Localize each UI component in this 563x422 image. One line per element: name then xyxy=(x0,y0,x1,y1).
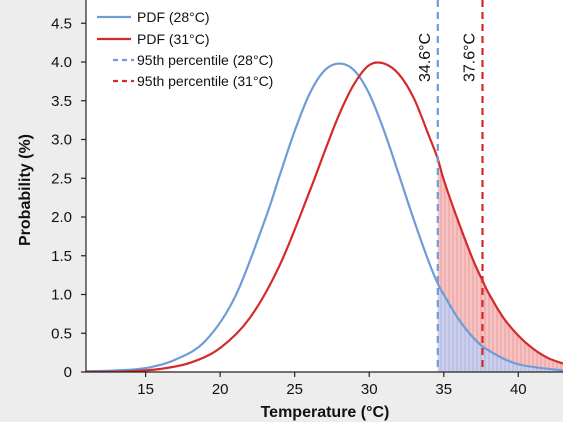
fill-area-28 xyxy=(437,283,563,372)
legend-label-pdf-28: PDF (28°C) xyxy=(137,9,210,25)
x-tick-label: 25 xyxy=(286,381,303,398)
y-axis-title: Probability (%) xyxy=(17,134,34,246)
vline-label-31: 37.6°C xyxy=(462,33,479,82)
y-tick-label: 3.0 xyxy=(51,132,72,149)
series-line-pdf-31 xyxy=(86,61,563,372)
x-tick-label: 20 xyxy=(212,381,229,398)
y-tick-label: 2.0 xyxy=(51,209,72,226)
series-line-pdf-28 xyxy=(86,62,563,372)
x-axis-title: Temperature (°C) xyxy=(261,404,390,421)
x-tick-label: 40 xyxy=(510,381,527,398)
x-axis: 15 20 25 30 35 40 Temperature (°C) xyxy=(86,371,563,421)
x-tick-label: 15 xyxy=(137,381,154,398)
vline-label-28: 34.6°C xyxy=(417,33,434,82)
y-tick-label: 4.0 xyxy=(51,54,72,71)
fill-area-31 xyxy=(437,158,563,372)
x-tick-label: 35 xyxy=(435,381,452,398)
y-tick-label: 0 xyxy=(64,364,72,381)
y-tick-label: 2.5 xyxy=(51,170,72,187)
x-tick-label: 30 xyxy=(361,381,378,398)
y-tick-label: 4.5 xyxy=(51,15,72,32)
legend-label-pct-31: 95th percentile (31°C) xyxy=(137,73,273,89)
y-tick-label: 3.5 xyxy=(51,93,72,110)
y-tick-label: 0.5 xyxy=(51,325,72,342)
legend: PDF (28°C) PDF (31°C) 95th percentile (2… xyxy=(97,9,273,89)
legend-label-pct-28: 95th percentile (28°C) xyxy=(137,52,273,68)
y-tick-label: 1.0 xyxy=(51,287,72,304)
percentile-lines: 34.6°C 37.6°C xyxy=(417,0,484,372)
legend-label-pdf-31: PDF (31°C) xyxy=(137,31,210,47)
series-lines xyxy=(86,61,563,372)
y-tick-label: 1.5 xyxy=(51,248,72,265)
y-axis: 0 0.5 1.0 1.5 2.0 2.5 3.0 3.5 4.0 4.5 Probability… xyxy=(17,0,87,381)
